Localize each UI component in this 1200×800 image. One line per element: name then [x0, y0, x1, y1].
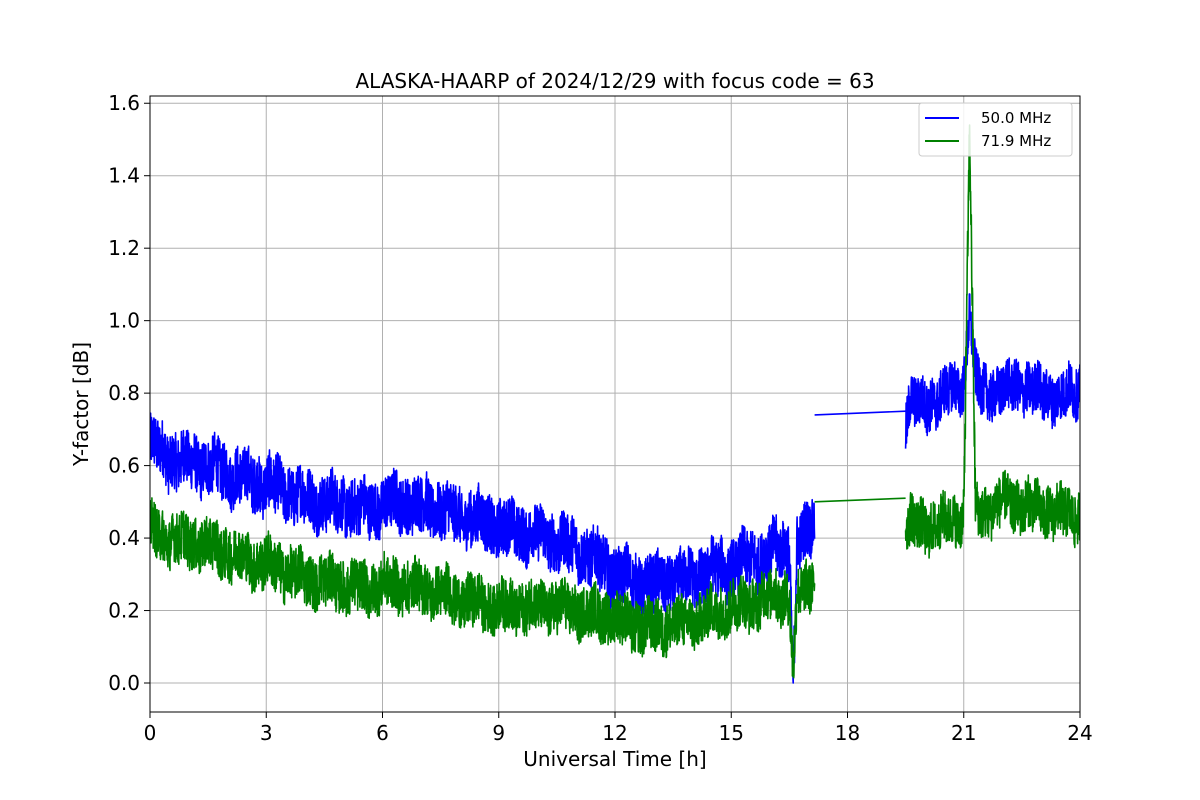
x-tick-label: 15	[719, 721, 744, 745]
series-line	[814, 497, 906, 503]
x-tick-label: 0	[144, 721, 157, 745]
series-50mhz	[150, 293, 1080, 684]
series-line	[150, 497, 816, 679]
x-tick-label: 21	[951, 721, 976, 745]
x-tick-label: 18	[835, 721, 860, 745]
x-tick-label: 9	[492, 721, 505, 745]
y-axis-title: Y-factor [dB]	[69, 342, 93, 467]
y-tick-label: 0.4	[108, 526, 140, 550]
y-tick-label: 0.2	[108, 599, 140, 623]
series-line	[904, 293, 1080, 449]
chart-title: ALASKA-HAARP of 2024/12/29 with focus co…	[355, 69, 874, 93]
legend-label: 50.0 MHz	[981, 109, 1051, 127]
x-axis-title: Universal Time [h]	[523, 747, 706, 771]
x-tick-label: 6	[376, 721, 389, 745]
ticks: 0 3 6 9 12 15 18 21 24 0.0 0.2 0.4 0.6 0.8 1.0 1.2 1.4 1.…	[108, 91, 1093, 745]
series-71-9mhz	[150, 124, 1080, 679]
plot-area	[150, 124, 1080, 684]
legend-box	[918, 102, 1073, 157]
y-tick-label: 1.4	[108, 164, 140, 188]
y-tick-label: 0.0	[108, 671, 140, 695]
y-tick-label: 0.6	[108, 454, 140, 478]
series-line	[904, 124, 1080, 559]
y-tick-label: 0.8	[108, 381, 140, 405]
x-tick-label: 3	[260, 721, 273, 745]
x-tick-label: 24	[1067, 721, 1092, 745]
y-tick-label: 1.0	[108, 309, 140, 333]
series-line	[814, 410, 906, 416]
legend-label: 71.9 MHz	[981, 132, 1051, 150]
legend: 50.0 MHz 71.9 MHz	[918, 102, 1073, 157]
y-tick-label: 1.2	[108, 236, 140, 260]
series-line	[150, 412, 816, 684]
x-tick-label: 12	[602, 721, 627, 745]
y-tick-label: 1.6	[108, 91, 140, 115]
